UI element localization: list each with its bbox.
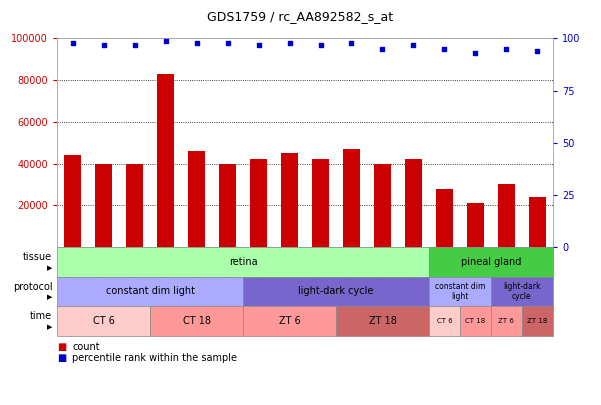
Bar	[157, 74, 174, 247]
Point	[471, 50, 480, 56]
Text: time: time	[30, 311, 52, 321]
Point	[316, 41, 325, 48]
Point	[192, 39, 201, 46]
Text: GDS1759 / rc_AA892582_s_at: GDS1759 / rc_AA892582_s_at	[207, 10, 394, 23]
Text: count: count	[72, 342, 100, 352]
Text: constant dim
light: constant dim light	[435, 282, 485, 301]
Point	[223, 39, 233, 46]
Bar	[374, 164, 391, 247]
Point	[347, 39, 356, 46]
Point	[254, 41, 263, 48]
Text: light-dark cycle: light-dark cycle	[298, 286, 374, 296]
Text: ZT 18: ZT 18	[368, 316, 397, 326]
Bar	[64, 155, 81, 247]
Text: CT 6: CT 6	[93, 316, 115, 326]
Text: ZT 6: ZT 6	[498, 318, 514, 324]
Text: CT 18: CT 18	[183, 316, 210, 326]
Text: ▶: ▶	[47, 265, 52, 271]
Point	[440, 46, 450, 52]
Text: tissue: tissue	[23, 252, 52, 262]
Point	[409, 41, 418, 48]
Bar	[250, 160, 267, 247]
Point	[377, 46, 387, 52]
Point	[99, 41, 108, 48]
Bar	[312, 160, 329, 247]
Text: constant dim light: constant dim light	[106, 286, 195, 296]
Bar	[343, 149, 360, 247]
Text: retina: retina	[229, 257, 257, 267]
Text: ZT 6: ZT 6	[279, 316, 300, 326]
Text: CT 18: CT 18	[465, 318, 486, 324]
Bar	[281, 153, 298, 247]
Bar	[405, 160, 422, 247]
Point	[532, 48, 542, 54]
Text: light-dark
cycle: light-dark cycle	[503, 282, 541, 301]
Bar	[529, 197, 546, 247]
Point	[68, 39, 78, 46]
Text: ■: ■	[57, 342, 66, 352]
Text: ▶: ▶	[47, 294, 52, 301]
Text: CT 6: CT 6	[436, 318, 453, 324]
Bar	[436, 189, 453, 247]
Bar	[126, 164, 143, 247]
Bar	[95, 164, 112, 247]
Bar	[498, 184, 515, 247]
Bar	[219, 164, 236, 247]
Text: ▶: ▶	[47, 324, 52, 330]
Point	[160, 37, 170, 44]
Text: protocol: protocol	[13, 281, 52, 292]
Text: percentile rank within the sample: percentile rank within the sample	[72, 353, 237, 363]
Text: ZT 18: ZT 18	[527, 318, 548, 324]
Bar	[188, 151, 205, 247]
Bar	[467, 203, 484, 247]
Point	[285, 39, 294, 46]
Text: pineal gland: pineal gland	[461, 257, 521, 267]
Text: ■: ■	[57, 353, 66, 363]
Point	[502, 46, 511, 52]
Point	[130, 41, 139, 48]
